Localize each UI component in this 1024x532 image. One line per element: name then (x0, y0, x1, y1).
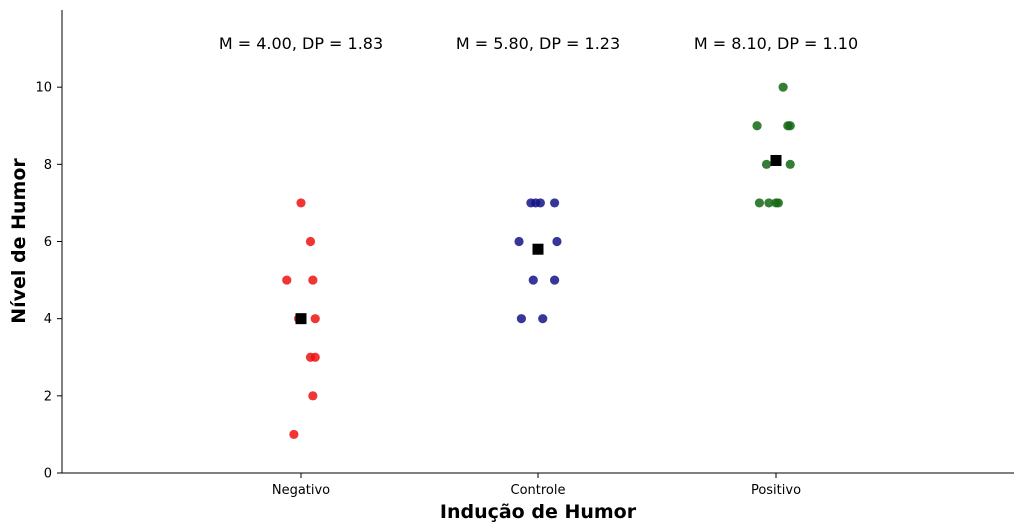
data-point (310, 314, 320, 324)
x-tick-label: Negativo (272, 483, 330, 498)
group-stat-label: M = 5.80, DP = 1.23 (456, 34, 620, 53)
data-point (514, 236, 524, 247)
data-point (764, 198, 774, 208)
data-point (778, 82, 788, 92)
mean-marker (770, 154, 782, 166)
data-point (535, 198, 545, 208)
data-point (552, 236, 562, 247)
y-tick-label: 8 (44, 158, 52, 173)
data-point (773, 198, 783, 208)
stat-labels: M = 4.00, DP = 1.83 M = 5.80, DP = 1.23 M … (219, 34, 858, 53)
mean-marker (532, 243, 544, 255)
mean-marker (295, 313, 307, 325)
y-axis-title: Nível de Humor (8, 158, 30, 324)
data-point (308, 275, 318, 285)
group-stat-label: M = 4.00, DP = 1.83 (219, 34, 383, 53)
data-point (289, 429, 299, 440)
data-point (305, 236, 316, 247)
axes: 0 2 4 6 8 10 Negativo Controle Positivo (35, 10, 1014, 498)
x-axis-title: Indução de Humor (440, 501, 637, 523)
data-point (282, 275, 292, 285)
data-point (538, 314, 548, 324)
data-point (528, 275, 538, 285)
data-point (785, 121, 795, 131)
y-tick-label: 4 (44, 312, 52, 327)
y-tick-label: 6 (44, 235, 52, 250)
data-point (296, 198, 306, 208)
chart-marks (282, 82, 795, 440)
data-point (752, 121, 762, 131)
x-tick-label: Positivo (751, 483, 801, 498)
group-stat-label: M = 8.10, DP = 1.10 (694, 34, 858, 53)
data-point (754, 198, 765, 208)
data-point (785, 159, 795, 169)
data-point (549, 275, 560, 285)
y-tick-label: 0 (44, 467, 52, 482)
y-tick-label: 2 (44, 389, 52, 404)
data-point (516, 314, 527, 324)
x-tick-label: Controle (511, 483, 566, 498)
data-point (549, 198, 560, 208)
data-point (310, 352, 320, 362)
y-tick-label: 10 (35, 81, 52, 96)
data-point (308, 391, 318, 401)
data-point (761, 159, 772, 169)
